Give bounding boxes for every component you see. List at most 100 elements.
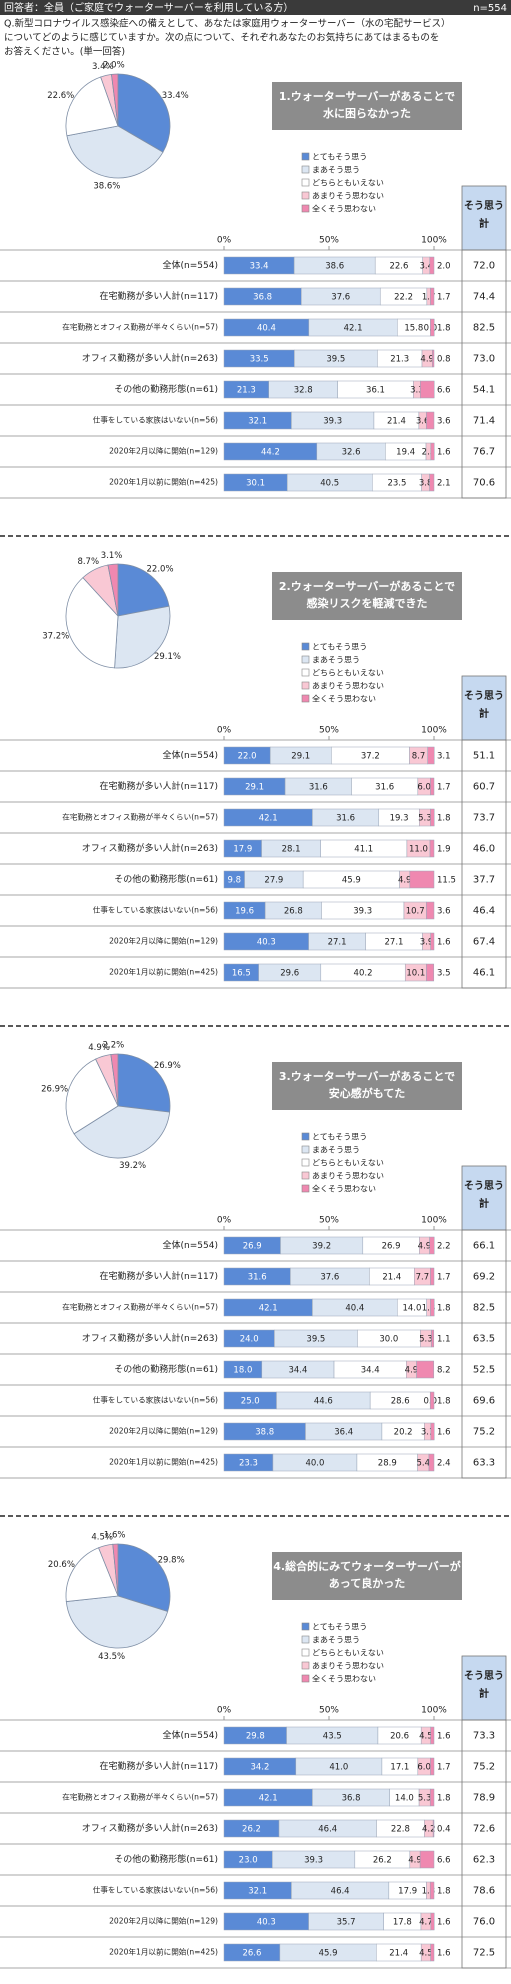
value-label: 42.1: [259, 1304, 278, 1314]
legend-label: どちらともいえない: [312, 1159, 384, 1168]
value-label: 32.1: [248, 417, 267, 427]
value-label: 1.6: [437, 938, 451, 948]
total-value: 73.0: [473, 354, 495, 365]
value-label: 3.6: [437, 907, 451, 917]
bar-segment: [432, 349, 435, 368]
value-label: 5.3: [418, 1794, 432, 1804]
row-label: 在宅勤務が多い人計(n=117): [100, 1760, 218, 1772]
total-header: 計: [479, 707, 489, 720]
total-value: 75.2: [473, 1762, 495, 1773]
legend-swatch: [301, 1158, 310, 1167]
legend-label: あまりそう思わない: [312, 682, 384, 691]
bar-segment: [427, 746, 435, 765]
chart-title: 1.ウォーターサーバーがあることで: [279, 89, 455, 103]
legend-swatch: [301, 681, 310, 690]
value-label: 0.4: [437, 1825, 451, 1835]
total-value: 51.1: [473, 751, 495, 762]
total-value: 52.5: [473, 1365, 495, 1376]
pie-label: 3.4%: [92, 62, 114, 72]
question: お答えください。(単一回答): [4, 46, 125, 58]
legend-label: 全くそう思わない: [312, 694, 376, 704]
total-column: [461, 249, 507, 499]
value-label: 3.9: [420, 938, 434, 948]
bar-segment: [429, 1236, 435, 1255]
pie-label: 2.0%: [103, 61, 125, 71]
total-value: 46.0: [473, 844, 495, 855]
value-label: 43.5: [323, 1732, 342, 1742]
pie-label: 38.6%: [93, 182, 120, 192]
total-value: 74.4: [473, 292, 495, 303]
bar-segment: [430, 287, 435, 306]
value-label: 3.8: [419, 479, 433, 489]
value-label: 40.0: [305, 1459, 324, 1469]
legend-label: とてもそう思う: [312, 1133, 367, 1142]
value-label: 1.8: [422, 1304, 436, 1314]
value-label: 30.0: [379, 1335, 398, 1345]
value-label: 37.6: [320, 1273, 339, 1283]
row-label: 仕事をしている家族はいない(n=56): [93, 1885, 218, 1895]
x-tick-label: 100%: [421, 236, 447, 246]
value-label: 11.0: [409, 845, 428, 855]
value-label: 8.7: [412, 752, 426, 762]
row-label: 在宅勤務とオフィス勤務が半々くらい(n=57): [62, 322, 218, 332]
value-label: 26.8: [284, 907, 303, 917]
value-label: 4.5: [419, 1949, 433, 1959]
value-label: 3.3: [410, 386, 424, 396]
value-label: 40.4: [345, 1304, 364, 1314]
legend-swatch: [301, 165, 310, 174]
bar-segment: [430, 442, 435, 461]
value-label: 23.0: [239, 1856, 258, 1866]
pie-slice: [66, 125, 164, 179]
value-label: 26.2: [242, 1825, 261, 1835]
value-label: 32.1: [248, 1887, 267, 1897]
value-label: 21.4: [387, 417, 406, 427]
value-label: 27.9: [264, 876, 283, 886]
value-label: 19.6: [235, 907, 254, 917]
row-label: 在宅勤務とオフィス勤務が半々くらい(n=57): [62, 1792, 218, 1802]
value-label: 46.4: [331, 1887, 350, 1897]
title-box: [272, 82, 462, 130]
total-value: 37.7: [473, 875, 495, 886]
row-label: 全体(n=554): [163, 1729, 218, 1741]
value-label: 7.7: [416, 1273, 430, 1283]
pie-label: 22.6%: [47, 91, 74, 101]
chart-title: 3.ウォーターサーバーがあることで: [279, 1069, 455, 1083]
value-label: 22.8: [391, 1825, 410, 1835]
bar-segment: [431, 1329, 435, 1348]
value-label: 19.4: [396, 448, 415, 458]
legend-label: 全くそう思わない: [312, 204, 376, 214]
legend-label: とてもそう思う: [312, 153, 367, 162]
value-label: 30.1: [246, 479, 265, 489]
value-label: 3.1: [421, 1428, 435, 1438]
value-label: 23.5: [387, 479, 406, 489]
title-box: [272, 572, 462, 620]
pie-slice: [112, 1543, 119, 1597]
legend-swatch: [301, 655, 310, 664]
value-label: 2.1: [437, 479, 451, 489]
total-value: 76.7: [473, 447, 495, 458]
value-label: 42.1: [259, 1794, 278, 1804]
pie-label: 2.2%: [103, 1041, 125, 1051]
total-value: 82.5: [473, 323, 495, 334]
row-label: 在宅勤務とオフィス勤務が半々くらい(n=57): [62, 1302, 218, 1312]
value-label: 39.3: [304, 1856, 323, 1866]
legend-swatch: [301, 668, 310, 677]
total-value: 72.0: [473, 261, 495, 272]
chart-title: 水に困らなかった: [323, 106, 411, 120]
value-label: 38.8: [255, 1428, 274, 1438]
total-value: 72.6: [473, 1824, 495, 1835]
pie-slice: [65, 577, 119, 669]
row-label: その他の勤務形態(n=61): [114, 383, 218, 395]
pie-label: 37.2%: [42, 632, 69, 642]
value-label: 29.6: [280, 969, 299, 979]
legend-label: とてもそう思う: [312, 1623, 367, 1632]
legend-swatch: [301, 1661, 310, 1670]
value-label: 36.1: [366, 386, 385, 396]
row-label: 全体(n=554): [163, 1239, 218, 1251]
bar-segment: [432, 1819, 435, 1838]
total-value: 60.7: [473, 782, 495, 793]
row-label: 2020年1月以前に開始(n=425): [109, 477, 218, 487]
pie-slice: [117, 73, 171, 153]
pie-label: 4.5%: [91, 1532, 113, 1542]
legend-swatch: [301, 204, 310, 213]
